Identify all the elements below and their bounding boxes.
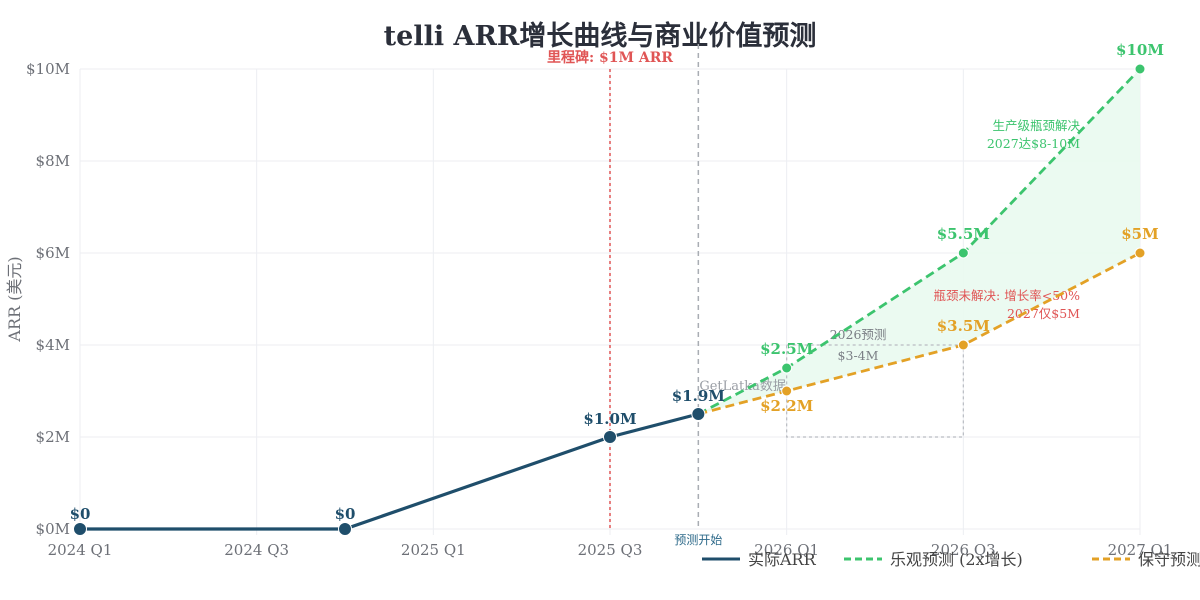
conservative-line [697,251,1141,416]
optimistic-point [781,362,793,374]
y-tick-label: $4M [36,336,70,354]
forecast-start-label: 预测开始 [674,533,722,547]
actual-point [603,430,617,444]
optimistic-line [697,68,1142,416]
optimistic-data-label: $5.5M [937,225,990,243]
target-2026-range: $3-4M [838,348,879,363]
x-tick-label: 2025 Q1 [401,541,466,559]
actual-data-label: $1.0M [583,410,636,428]
y-tick-label: $10M [26,60,70,78]
optimistic-point [957,247,969,259]
data-labels: $0 $0 $1.0M $1.9M $2.5M $5.5M $10M $2.2M $3.5M $5… [70,41,1164,523]
conservative-note-line1: 瓶颈未解决: 增长率<50% [934,288,1081,303]
y-tick-label: $6M [36,244,70,262]
conservative-point [781,385,793,397]
actual-data-label: $0 [335,505,356,523]
chart-title: telli ARR增长曲线与商业价值预测 [383,21,817,52]
actual-line [80,412,699,531]
legend-label: 乐观预测 (2x增长) [890,550,1023,569]
y-tick-label: $2M [36,428,70,446]
target-2026-label: 2026预测 [830,327,887,342]
series-points [73,63,1146,536]
legend-label: 实际ARR [748,550,817,569]
actual-point [691,407,706,421]
legend-label: 保守预测 (1.5x [1138,550,1200,569]
conservative-point [957,339,969,351]
optimistic-point [1134,63,1146,75]
x-tick-label: 2026 Q3 [931,541,996,559]
actual-data-label: $1.9M [672,387,725,405]
optimistic-note-line2: 2027达$8-10M [987,136,1080,151]
actual-point [73,522,87,536]
optimistic-note-line1: 生产级瓶颈解决 [992,118,1080,133]
actual-point [338,522,352,536]
legend: 实际ARR 乐观预测 (2x增长) 保守预测 (1.5x [702,550,1200,569]
x-tick-label: 2025 Q3 [578,541,643,559]
optimistic-data-label: $2.5M [760,340,813,358]
annotations: 里程碑: $1M ARR 预测开始 GetLatka数据 2026预测 $3-4M 生产级… [547,49,1081,547]
conservative-note-line2: 2027仅$5M [1007,306,1080,321]
x-tick-label: 2027 Q1 [1108,541,1173,559]
milestone-label: 里程碑: $1M ARR [547,49,673,66]
y-axis-label: ARR (美元) [5,256,24,342]
axes: $0M $2M $4M $6M $8M $10M 2024 Q1 2024 Q3 2025 Q1… [5,60,1172,559]
y-tick-label: $0M [36,520,70,538]
conservative-data-label: $2.2M [760,397,813,415]
series-lines [80,68,1142,531]
reference-lines [609,44,964,529]
target-2026-box [786,344,964,438]
x-tick-label: 2024 Q1 [48,541,113,559]
source-note: GetLatka数据 [699,379,786,394]
x-tick-label: 2026 Q1 [754,541,819,559]
y-tick-label: $8M [36,152,70,170]
optimistic-data-label: $10M [1116,41,1164,59]
conservative-data-label: $3.5M [937,317,990,335]
conservative-point [1134,247,1146,259]
conservative-data-label: $5M [1121,225,1158,243]
x-tick-label: 2024 Q3 [224,541,289,559]
actual-data-label: $0 [70,505,91,523]
